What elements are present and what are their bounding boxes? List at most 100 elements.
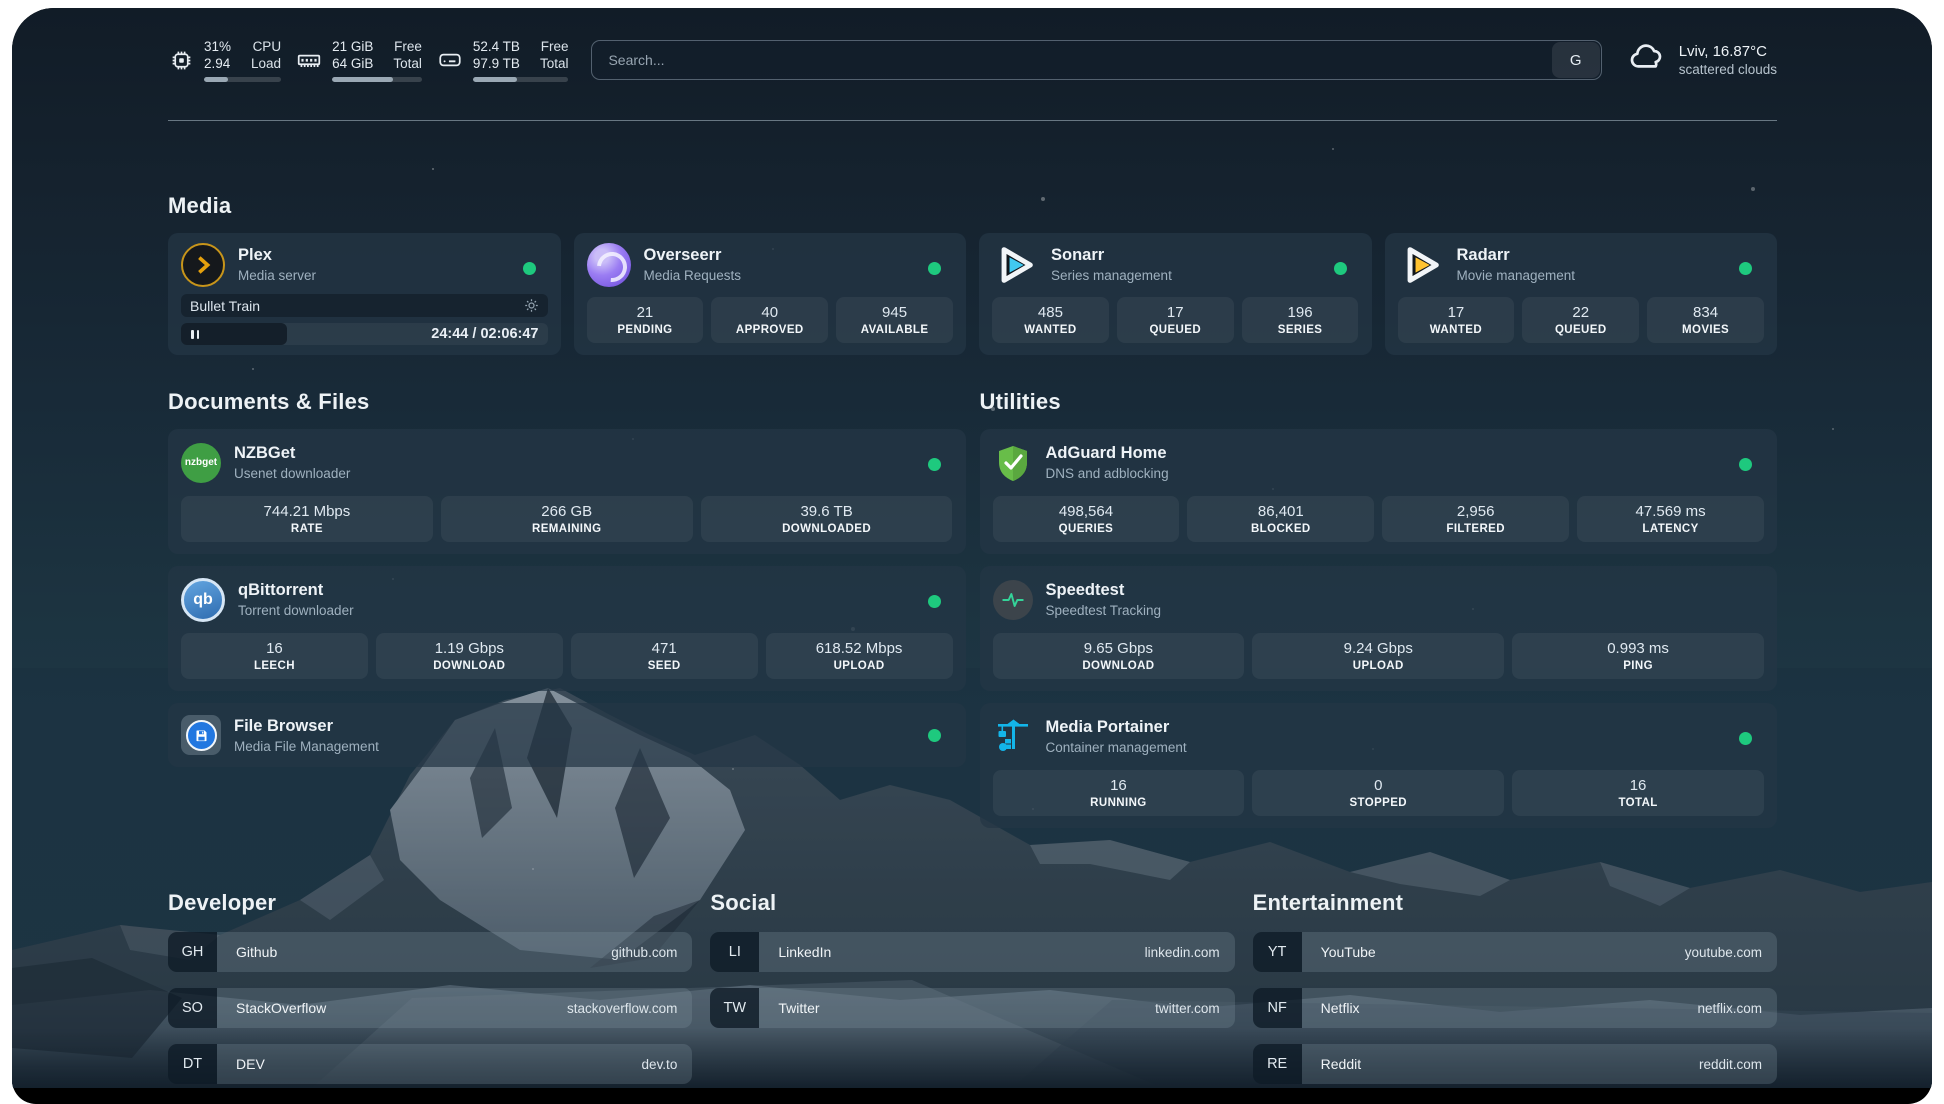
stat-box: 17 QUEUED [1116,297,1234,343]
memory-total-value: 64 GiB [332,55,374,71]
media-card-row: Plex Media server Bullet Train [168,233,1777,355]
cpu-load-value: 2.94 [204,55,231,71]
disk-label-1: Free [540,38,569,54]
stat-box: 1.19 Gbps DOWNLOAD [375,633,563,679]
app-subtitle: Series management [1051,268,1172,283]
cpu-usage-value: 31% [204,38,232,54]
stat-box: 16 TOTAL [1512,770,1764,816]
disk-label-2: Total [539,55,569,71]
app-subtitle: Movie management [1456,268,1576,283]
app-title: Plex [238,246,272,264]
qbittorrent-card[interactable]: qb qBittorrent Torrent downloader 16 LEEC… [168,566,966,691]
bookmark-abbr: RE [1252,1044,1302,1084]
app-title: AdGuard Home [1045,444,1167,462]
portainer-card[interactable]: Media Portainer Container management 16 R… [979,703,1777,828]
bookmark-name: LinkedIn [778,944,832,960]
app-title: Radarr [1456,246,1510,264]
stat-box: 266 GB REMAINING [440,496,693,542]
bookmark-netflix[interactable]: NF Netflix netflix.com [1252,988,1777,1028]
speedtest-card[interactable]: Speedtest Speedtest Tracking 9.65 Gbps DO… [979,566,1777,691]
stat-box: 39.6 TB DOWNLOADED [700,496,953,542]
stat-box: 0 STOPPED [1252,770,1505,816]
documents-column: Documents & Files nzbget NZBGet Usenet d… [168,387,966,767]
overseerr-card[interactable]: Overseerr Media Requests 21 PENDING 40 APP… [573,233,966,355]
filebrowser-icon [181,715,221,755]
bookmark-twitter[interactable]: TW Twitter twitter.com [710,988,1235,1028]
bookmark-linkedin[interactable]: LI LinkedIn linkedin.com [710,932,1235,972]
search-engine-button[interactable]: G [1551,42,1600,78]
status-dot-online [1739,262,1752,275]
app-subtitle: Speedtest Tracking [1045,603,1162,618]
memory-progress-bar [332,76,422,82]
status-dot-online [927,728,941,742]
bookmark-stackoverflow[interactable]: SO StackOverflow stackoverflow.com [168,988,693,1028]
bookmark-reddit[interactable]: RE Reddit reddit.com [1252,1044,1777,1084]
disk-icon [437,39,463,82]
bookmark-name: StackOverflow [236,1000,327,1016]
status-dot-online [522,262,536,275]
app-subtitle: Torrent downloader [238,603,354,618]
stat-box: 744.21 Mbps RATE [181,496,433,542]
bookmark-abbr: LI [710,932,760,972]
adguard-icon [993,443,1033,483]
disk-progress-bar [472,76,569,82]
cpu-icon [168,39,194,82]
memory-widget: 21 GiB Free 64 GiB Total [296,39,422,82]
adguard-card[interactable]: AdGuard Home DNS and adblocking 498,564 Q… [979,429,1777,554]
section-title-media: Media [168,193,232,218]
search-bar[interactable]: G [591,40,1602,80]
cpu-progress-bar [204,76,282,82]
search-input[interactable] [592,52,1551,68]
app-title: Overseerr [643,246,722,264]
memory-free-value: 21 GiB [332,38,374,54]
radarr-icon [1398,242,1444,288]
stat-box: 834 MOVIES [1647,297,1764,343]
sonarr-card[interactable]: Sonarr Series management 485 WANTED 17 QUE… [979,233,1372,355]
app-title: qBittorrent [238,581,324,599]
bookmark-url: twitter.com [1155,1000,1220,1016]
memory-icon [296,39,322,82]
radarr-card[interactable]: Radarr Movie management 17 WANTED 22 QUEUE… [1384,233,1777,355]
pause-icon[interactable] [191,329,199,339]
bookmark-url: github.com [611,944,678,960]
bookmark-url: dev.to [641,1056,678,1072]
stat-box: 485 WANTED [992,297,1109,343]
status-dot-online [1739,732,1752,745]
stat-box: 17 WANTED [1397,297,1515,343]
app-subtitle: Media server [238,268,317,283]
now-playing-row: Bullet Train [181,294,548,317]
stat-box: 945 AVAILABLE [836,297,953,343]
entertainment-section: Entertainment YT YouTube youtube.com NF N… [1252,888,1777,1084]
status-dot-online [1739,458,1752,471]
stat-box: 618.52 Mbps UPLOAD [765,633,953,679]
disk-free-value: 52.4 TB [472,38,520,54]
stat-box: 498,564 QUERIES [992,496,1180,542]
weather-widget: Lviv, 16.87°C scattered clouds [1628,39,1777,82]
now-playing-title: Bullet Train [190,297,261,314]
gear-icon[interactable] [524,298,539,313]
section-title-documents: Documents & Files [168,389,370,414]
filebrowser-card[interactable]: File Browser Media File Management [168,703,966,767]
cloud-icon [1628,39,1666,82]
playback-progress[interactable]: 24:44 / 02:06:47 [181,323,548,345]
bookmark-name: Netflix [1320,1000,1360,1016]
bookmark-url: linkedin.com [1144,944,1220,960]
social-section: Social LI LinkedIn linkedin.com TW Twitte… [710,888,1235,1084]
bookmark-github[interactable]: GH Github github.com [168,932,693,972]
status-dot-online [1333,262,1347,275]
section-title-entertainment: Entertainment [1252,890,1404,915]
bookmark-abbr: YT [1252,932,1302,972]
section-title-social: Social [710,890,777,915]
stat-box: 2,956 FILTERED [1382,496,1570,542]
cpu-label-2: Load [251,55,282,71]
developer-section: Developer GH Github github.com SO StackOv… [168,888,693,1084]
qbittorrent-icon: qb [181,577,225,622]
nzbget-card[interactable]: nzbget NZBGet Usenet downloader 744.21 M… [168,429,966,554]
app-subtitle: DNS and adblocking [1045,466,1169,481]
bookmark-name: DEV [236,1056,265,1072]
bookmark-abbr: GH [168,932,217,972]
plex-card[interactable]: Plex Media server Bullet Train [168,233,561,355]
section-title-utilities: Utilities [979,389,1061,414]
bookmark-youtube[interactable]: YT YouTube youtube.com [1252,932,1777,972]
bookmark-dev[interactable]: DT DEV dev.to [168,1044,693,1084]
